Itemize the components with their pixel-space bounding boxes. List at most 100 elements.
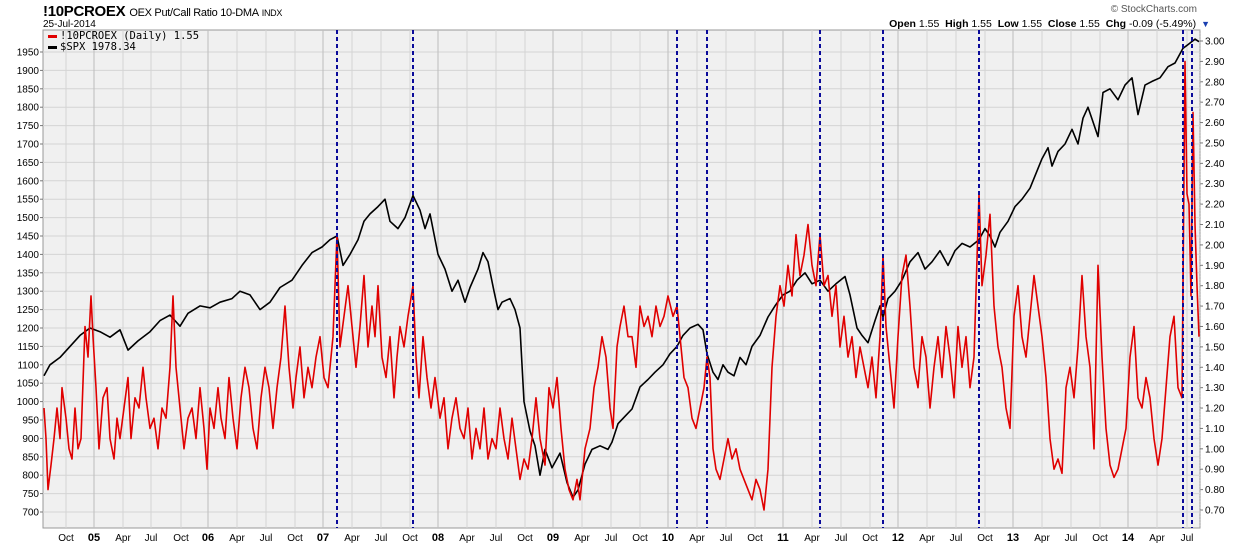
x-axis-label: Apr bbox=[919, 533, 935, 544]
right-axis-label: 1.20 bbox=[1205, 404, 1225, 415]
x-axis-label: Jul bbox=[1181, 533, 1194, 544]
left-axis-label: 1500 bbox=[17, 213, 40, 224]
close-label: Close bbox=[1047, 18, 1077, 30]
right-axis-label: 1.40 bbox=[1205, 363, 1225, 374]
right-axis-label: 2.00 bbox=[1205, 240, 1225, 251]
high-label: High bbox=[945, 18, 969, 30]
left-axis-label: 1150 bbox=[17, 342, 39, 353]
x-axis-label: Oct bbox=[747, 533, 763, 544]
left-axis-label: 1100 bbox=[17, 360, 39, 371]
right-axis-label: 1.50 bbox=[1205, 342, 1225, 353]
left-axis-label: 1050 bbox=[17, 379, 40, 390]
chg-value: -0.09 (-5.49%) bbox=[1129, 18, 1197, 30]
right-axis-label: 0.70 bbox=[1205, 506, 1225, 517]
x-axis-label: 11 bbox=[777, 532, 789, 544]
spx-line bbox=[43, 38, 1200, 499]
left-axis-label: 1750 bbox=[17, 121, 40, 132]
x-axis-label: Oct bbox=[1092, 533, 1108, 544]
left-axis-label: 950 bbox=[22, 416, 39, 427]
right-axis-label: 1.90 bbox=[1205, 261, 1225, 272]
chart-title: !10PCROEX OEX Put/Call Ratio 10-DMA INDX bbox=[43, 3, 282, 20]
left-axis-label: 1300 bbox=[17, 287, 40, 298]
x-axis-label: Jul bbox=[605, 533, 618, 544]
x-axis-label: 08 bbox=[432, 532, 444, 544]
x-axis-label: Oct bbox=[58, 533, 74, 544]
left-axis-label: 700 bbox=[22, 508, 39, 519]
x-axis-label: Apr bbox=[459, 533, 475, 544]
low-value: 1.55 bbox=[1021, 18, 1043, 30]
open-label: Open bbox=[889, 18, 916, 30]
right-axis-label: 2.90 bbox=[1205, 57, 1225, 68]
x-axis-label: Oct bbox=[632, 533, 648, 544]
right-axis-label: 1.30 bbox=[1205, 383, 1225, 394]
left-axis-label: 1850 bbox=[17, 84, 40, 95]
chg-label: Chg bbox=[1105, 18, 1127, 30]
x-axis-label: Jul bbox=[145, 533, 158, 544]
right-axis-label: 2.80 bbox=[1205, 77, 1225, 88]
legend-label-pcr: !10PCROEX (Daily) 1.55 bbox=[60, 30, 200, 42]
right-axis-label: 1.80 bbox=[1205, 281, 1225, 292]
x-axis-label: Oct bbox=[287, 533, 303, 544]
x-axis-label: Apr bbox=[574, 533, 590, 544]
pcr-line bbox=[43, 60, 1200, 511]
x-axis-label: Oct bbox=[862, 533, 878, 544]
left-axis-label: 750 bbox=[22, 489, 39, 500]
right-axis-label: 0.80 bbox=[1205, 485, 1225, 496]
right-axis-label: 2.10 bbox=[1205, 220, 1225, 231]
x-axis-label: Oct bbox=[517, 533, 533, 544]
left-axis-label: 1450 bbox=[17, 232, 40, 243]
left-axis-label: 850 bbox=[22, 452, 39, 463]
x-axis-label: 12 bbox=[892, 532, 904, 544]
x-axis-label: 14 bbox=[1122, 532, 1135, 544]
dropdown-arrow-icon[interactable]: ▼ bbox=[1201, 19, 1210, 29]
x-axis-label: Oct bbox=[173, 533, 189, 544]
legend-swatch-spx bbox=[48, 46, 57, 49]
x-axis-label: Jul bbox=[835, 533, 848, 544]
copyright-label: © StockCharts.com bbox=[1110, 4, 1197, 15]
x-axis-label: Jul bbox=[950, 533, 963, 544]
x-axis-label: 10 bbox=[662, 532, 674, 544]
open-value: 1.55 bbox=[918, 18, 940, 30]
right-axis-label: 2.40 bbox=[1205, 159, 1225, 170]
symbol: !10PCROEX bbox=[43, 3, 126, 20]
ohlc-summary: Open 1.55 High 1.55 Low 1.55 Close 1.55 … bbox=[889, 18, 1210, 30]
x-axis-label: 06 bbox=[202, 532, 214, 544]
left-axis-label: 800 bbox=[22, 471, 39, 482]
left-axis-label: 1900 bbox=[17, 66, 40, 77]
close-value: 1.55 bbox=[1079, 18, 1100, 30]
x-axis-label: Apr bbox=[344, 533, 360, 544]
right-axis-label: 1.70 bbox=[1205, 302, 1225, 313]
right-axis-label: 2.30 bbox=[1205, 179, 1225, 190]
legend-label-spx: $SPX 1978.34 bbox=[60, 41, 136, 53]
right-axis-label: 1.00 bbox=[1205, 444, 1225, 455]
x-axis-label: Jul bbox=[260, 533, 273, 544]
high-value: 1.55 bbox=[971, 18, 992, 30]
exchange-label: INDX bbox=[261, 8, 283, 18]
left-axis-label: 1800 bbox=[17, 103, 40, 114]
x-axis-label: Jul bbox=[490, 533, 503, 544]
plot-area bbox=[42, 29, 1201, 529]
x-axis-label: Apr bbox=[229, 533, 245, 544]
x-axis-label: Apr bbox=[804, 533, 820, 544]
left-axis-label: 1200 bbox=[17, 324, 40, 335]
left-axis-label: 1350 bbox=[17, 268, 40, 279]
right-axis-label: 0.90 bbox=[1205, 465, 1225, 476]
left-axis-label: 1400 bbox=[17, 250, 40, 261]
symbol-description: OEX Put/Call Ratio 10-DMA bbox=[129, 7, 259, 19]
right-axis-label: 2.50 bbox=[1205, 138, 1225, 149]
x-axis-label: 09 bbox=[547, 532, 559, 544]
x-axis-label: Jul bbox=[375, 533, 388, 544]
left-axis-label: 1600 bbox=[17, 176, 40, 187]
chart-date: 25-Jul-2014 bbox=[43, 19, 96, 30]
x-axis-label: Apr bbox=[1034, 533, 1050, 544]
legend-item-pcr: !10PCROEX (Daily) 1.55 bbox=[48, 31, 199, 42]
x-axis-label: Jul bbox=[1065, 533, 1078, 544]
left-axis-label: 1000 bbox=[17, 397, 40, 408]
x-axis-label: Oct bbox=[402, 533, 418, 544]
x-axis-label: 05 bbox=[88, 532, 100, 544]
left-axis-label: 1700 bbox=[17, 140, 40, 151]
x-axis-label: Apr bbox=[1149, 533, 1165, 544]
x-axis-label: Apr bbox=[689, 533, 705, 544]
